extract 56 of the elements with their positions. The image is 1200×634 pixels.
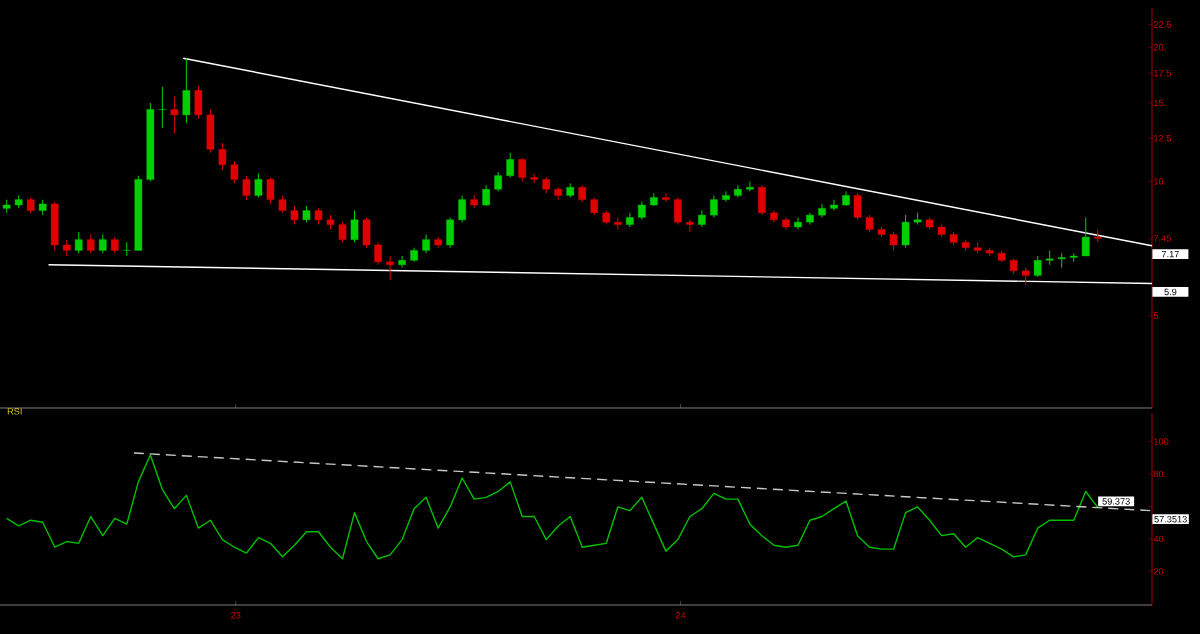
y-tick-label: 80. <box>1153 470 1166 478</box>
y-tick-label: 5. <box>1153 312 1161 319</box>
candlestick <box>290 205 299 226</box>
chart-title: RSI <box>7 408 22 415</box>
candlestick <box>830 199 838 212</box>
data-label: 5.9 <box>1164 288 1177 296</box>
candlestick <box>398 255 406 269</box>
y-tick-label: 40. <box>1153 535 1166 543</box>
candlestick <box>662 192 670 203</box>
data-label: 57.3513 <box>1154 515 1187 523</box>
candlestick <box>734 184 742 199</box>
candlestick <box>266 177 275 205</box>
candlestick <box>422 233 430 254</box>
candlestick <box>494 171 502 192</box>
candlestick <box>686 219 694 233</box>
candlestick <box>470 194 478 209</box>
candlestick <box>86 233 95 254</box>
candlestick <box>350 210 359 243</box>
candlestick <box>218 142 227 171</box>
candlestick <box>722 190 730 203</box>
candlestick <box>889 231 898 251</box>
y-tick-label: 7.45 <box>1153 235 1171 242</box>
candlestick <box>1033 255 1042 278</box>
candlestick <box>122 241 131 257</box>
candlestick <box>158 86 167 129</box>
candlestick <box>98 233 107 254</box>
candlestick <box>901 214 910 249</box>
data-label: 59.373 <box>1102 498 1130 505</box>
candlestick <box>374 241 382 266</box>
candlestick <box>674 197 682 226</box>
candlestick <box>254 173 263 199</box>
candlestick <box>638 201 646 221</box>
y-tick-label: 17.5 <box>1154 69 1171 77</box>
candlestick <box>853 192 862 221</box>
candlestick <box>1081 216 1090 257</box>
y-tick-label: 100. <box>1154 438 1171 445</box>
candlestick <box>710 194 718 218</box>
y-tick-label: 10. <box>1154 178 1166 185</box>
candlestick <box>338 221 347 243</box>
y-tick-label: 15. <box>1154 99 1166 107</box>
y-tick-label: 12.5 <box>1154 134 1171 142</box>
y-tick-label: 20 <box>1153 568 1164 575</box>
y-tick-label: 20. <box>1153 44 1166 51</box>
data-label: 7.17 <box>1161 250 1179 258</box>
candlestick <box>230 160 239 184</box>
x-tick-label: 24 <box>675 612 686 619</box>
x-tick-label: 23 <box>231 612 241 619</box>
candlestick <box>518 157 526 182</box>
y-tick-label: 22.5 <box>1153 21 1171 28</box>
candlestick <box>458 194 466 223</box>
candlestick <box>74 231 83 254</box>
candlestick <box>506 152 514 179</box>
candlestick <box>746 180 754 192</box>
candlestick <box>242 175 251 201</box>
candlestick <box>170 96 179 135</box>
candlestick <box>386 255 394 281</box>
